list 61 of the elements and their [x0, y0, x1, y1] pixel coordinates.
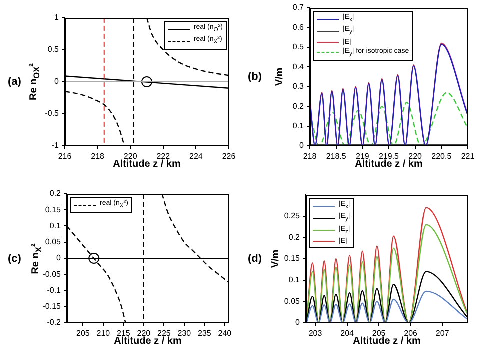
y-tick-label: -0.05	[42, 270, 62, 279]
x-tick-label: 226	[222, 152, 236, 162]
x-tick-label: 220.5	[432, 152, 452, 162]
x-axis-title: Altitude z / km	[113, 159, 181, 170]
y-tick-label: 1	[54, 13, 60, 22]
x-tick-label: 218.5	[326, 152, 347, 162]
x-tick-label: 218	[303, 152, 318, 162]
y-tick-label: 0.5	[48, 45, 60, 54]
y-tick-label: -0.15	[42, 302, 62, 312]
y-tick-label: 0.1	[288, 276, 301, 285]
y-tick-label: 0.7	[292, 3, 305, 12]
x-tick-label: 240	[218, 329, 232, 338]
x-tick-label: 222	[156, 152, 171, 162]
x-tick-label: 216	[58, 152, 72, 162]
y-tick-label: 0.1	[50, 221, 62, 230]
x-tick-label: 218	[91, 152, 106, 162]
x-tick-label: 230	[178, 329, 192, 338]
y-tick-label: 0.3	[292, 82, 305, 92]
y-tick-label: -0.2	[47, 318, 62, 328]
y-tick-label: 0.2	[50, 189, 62, 198]
y-tick-label: 0.05	[284, 296, 301, 306]
y-tick-label: 0	[300, 141, 305, 150]
y-tick-label: -1	[52, 141, 60, 150]
x-tick-label: 221	[461, 152, 476, 162]
text: (a)	[8, 76, 22, 88]
y-tick-label: 0	[54, 77, 60, 86]
y-axis-title: V/m	[270, 250, 282, 268]
y-tick-label: -0.5	[45, 109, 60, 118]
y-tick-label: 0.1	[292, 121, 305, 130]
y-tick-label: 0.05	[45, 238, 62, 247]
y-tick-label: 0.4	[292, 62, 305, 72]
text: (b)	[248, 71, 262, 83]
y-tick-label: 0.15	[284, 254, 301, 264]
x-tick-label: 220	[408, 152, 423, 162]
x-tick-label: 207	[436, 329, 450, 338]
y-tick-label: 0.6	[292, 22, 305, 32]
x-axis-title: Altitude z / km	[114, 336, 182, 345]
x-tick-label: 205	[76, 329, 90, 338]
y-tick-label: 0	[296, 318, 301, 328]
text: (d)	[248, 253, 262, 265]
x-tick-label: 210	[96, 329, 111, 338]
y-tick-label: 0	[56, 254, 62, 263]
y-tick-label: 0.25	[284, 212, 301, 221]
y-tick-label: 0.15	[45, 205, 62, 214]
x-tick-label: 224	[190, 152, 204, 162]
x-tick-label: 235	[198, 329, 212, 338]
x-axis-title: Altitude z / km	[353, 336, 421, 345]
x-axis-title: Altitude z / km	[355, 159, 423, 170]
y-tick-label: 0.2	[288, 232, 301, 242]
y-axis-title: V/m	[274, 68, 286, 86]
x-tick-label: 220	[137, 329, 152, 338]
x-tick-label: 204	[340, 329, 355, 338]
y-tick-label: 0.2	[292, 102, 305, 111]
x-tick-label: 206	[404, 329, 418, 338]
text: (c)	[8, 252, 22, 264]
x-tick-label: 225	[158, 329, 172, 338]
y-tick-label: -0.1	[47, 286, 62, 295]
x-tick-label: 205	[372, 329, 386, 338]
y-tick-label: 0.5	[292, 42, 305, 52]
x-tick-label: 203	[308, 329, 323, 338]
x-tick-label: 219.5	[378, 152, 400, 162]
